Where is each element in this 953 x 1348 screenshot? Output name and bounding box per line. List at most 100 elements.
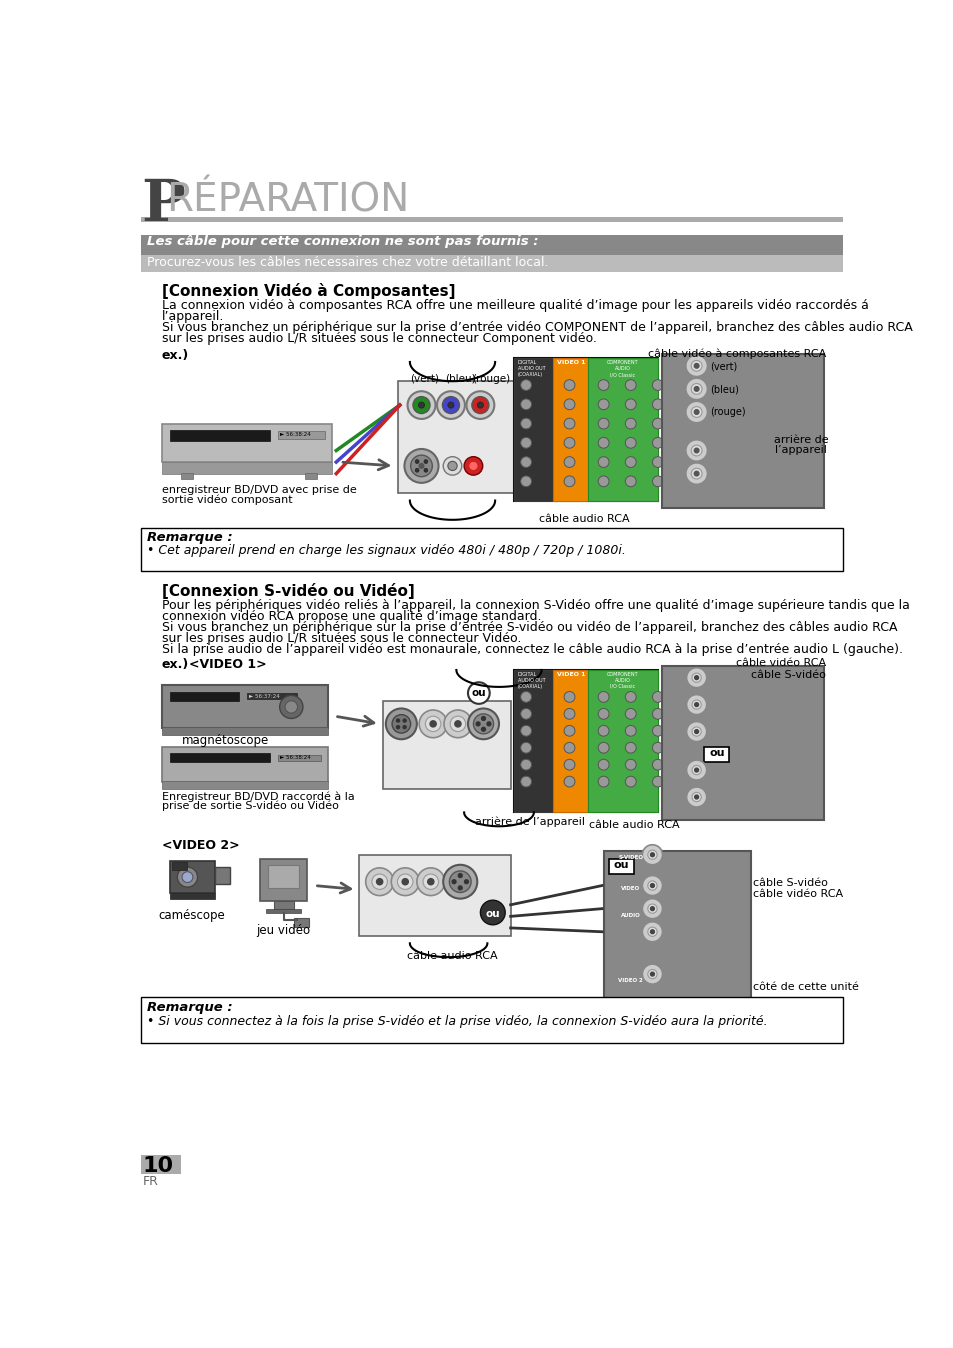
Text: Remarque :: Remarque : [147, 1002, 233, 1014]
Circle shape [691, 793, 700, 802]
Circle shape [481, 717, 485, 720]
Circle shape [598, 380, 608, 391]
Circle shape [624, 418, 636, 429]
Bar [170, 861, 214, 894]
Circle shape [624, 437, 636, 448]
Circle shape [365, 868, 394, 895]
Circle shape [520, 692, 531, 702]
Circle shape [563, 457, 575, 468]
Circle shape [520, 759, 531, 770]
Bar [260, 859, 307, 900]
Circle shape [624, 725, 636, 736]
Text: (bleu): (bleu) [444, 373, 475, 384]
Bar [141, 528, 842, 570]
Text: Si vous branchez un périphérique sur la prise d’entrée S-vidéo ou vidéo de l’app: Si vous branchez un périphérique sur la … [162, 621, 897, 635]
Circle shape [624, 692, 636, 702]
Circle shape [427, 879, 434, 884]
Text: côté de cette unité: côté de cette unité [753, 981, 858, 992]
Text: câble vidéo RCA: câble vidéo RCA [753, 890, 842, 899]
Circle shape [647, 927, 657, 937]
Text: VIDEO 2: VIDEO 2 [618, 977, 642, 983]
Text: magnétoscope: magnétoscope [182, 733, 269, 747]
Circle shape [472, 396, 488, 414]
Text: câble audio RCA: câble audio RCA [589, 820, 679, 830]
Circle shape [652, 759, 662, 770]
Circle shape [392, 714, 410, 733]
Circle shape [481, 728, 485, 731]
Circle shape [563, 759, 575, 770]
Text: arrière de: arrière de [773, 435, 828, 445]
Circle shape [177, 867, 197, 887]
Text: <VIDEO 1>: <VIDEO 1> [189, 658, 266, 671]
Bar [170, 430, 270, 441]
Text: câble vidéo à composantes RCA: câble vidéo à composantes RCA [647, 349, 825, 360]
Circle shape [652, 776, 662, 787]
Bar [553, 670, 587, 813]
Bar [162, 462, 332, 473]
Circle shape [464, 457, 482, 474]
Circle shape [410, 456, 432, 477]
Text: enregistreur BD/DVD avec prise de: enregistreur BD/DVD avec prise de [162, 485, 356, 495]
Bar [141, 998, 842, 1043]
Text: RÉPARATION: RÉPARATION [166, 181, 409, 218]
Circle shape [652, 399, 662, 410]
Circle shape [624, 457, 636, 468]
Text: Si la prise audio de l’appareil vidéo est monaurale, connectez le câble audio RC: Si la prise audio de l’appareil vidéo es… [162, 643, 902, 656]
Text: sortie vidéo composant: sortie vidéo composant [162, 495, 293, 506]
Bar [141, 1155, 181, 1174]
Circle shape [442, 396, 459, 414]
Circle shape [449, 871, 471, 892]
Text: ou: ou [471, 689, 486, 698]
Bar [181, 473, 193, 479]
Bar [274, 900, 294, 909]
Text: prise de sortie S-vidéo ou Vidéo: prise de sortie S-vidéo ou Vidéo [162, 801, 338, 811]
Circle shape [563, 692, 575, 702]
Circle shape [385, 709, 416, 739]
Circle shape [694, 364, 699, 368]
Bar [141, 217, 842, 222]
Text: câble S-vidéo: câble S-vidéo [750, 670, 825, 679]
Text: Les câble pour cette connexion ne sont pas fournis :: Les câble pour cette connexion ne sont p… [147, 235, 538, 248]
Circle shape [650, 930, 654, 934]
Text: câble audio RCA: câble audio RCA [407, 950, 497, 961]
Text: jeu vidéo: jeu vidéo [256, 925, 311, 937]
Circle shape [598, 759, 608, 770]
Circle shape [563, 437, 575, 448]
Circle shape [402, 879, 408, 884]
Circle shape [685, 402, 707, 423]
Text: (rouge): (rouge) [472, 373, 510, 384]
Bar [553, 359, 587, 500]
Bar [214, 867, 230, 884]
Circle shape [468, 709, 498, 739]
Text: ex.): ex.) [162, 658, 189, 671]
Text: caméscope: caméscope [158, 909, 225, 922]
Circle shape [598, 437, 608, 448]
Circle shape [650, 853, 654, 857]
Circle shape [520, 776, 531, 787]
Text: AUDIO: AUDIO [620, 913, 640, 918]
Circle shape [691, 700, 700, 709]
Bar [587, 359, 658, 500]
Circle shape [480, 900, 505, 925]
Text: l’appareil: l’appareil [775, 445, 826, 456]
Circle shape [652, 457, 662, 468]
Text: ► 56:37:24: ► 56:37:24 [249, 694, 279, 698]
Text: VIDEO: VIDEO [620, 886, 639, 891]
Circle shape [647, 851, 657, 860]
Circle shape [686, 760, 706, 780]
Circle shape [418, 710, 447, 737]
Circle shape [652, 743, 662, 754]
Text: P: P [141, 177, 185, 233]
Circle shape [650, 884, 654, 887]
Circle shape [650, 907, 654, 911]
Circle shape [685, 462, 707, 484]
Bar [294, 918, 309, 927]
Circle shape [598, 476, 608, 487]
Circle shape [598, 743, 608, 754]
Text: FR: FR [142, 1175, 158, 1188]
Circle shape [423, 460, 427, 464]
Circle shape [694, 675, 698, 679]
Circle shape [520, 457, 531, 468]
Text: câble S-vidéo: câble S-vidéo [753, 878, 827, 888]
Circle shape [372, 874, 387, 890]
